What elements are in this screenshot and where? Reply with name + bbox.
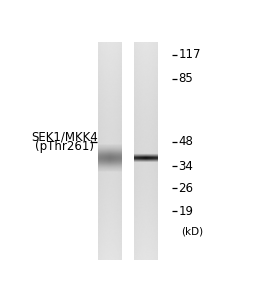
- Text: 48: 48: [179, 135, 194, 148]
- Text: 26: 26: [179, 182, 194, 195]
- Text: 19: 19: [179, 205, 194, 218]
- Text: SEK1/MKK4: SEK1/MKK4: [31, 130, 98, 143]
- Text: 85: 85: [179, 72, 193, 85]
- Text: 117: 117: [179, 48, 201, 62]
- Text: (kD): (kD): [181, 227, 203, 237]
- Text: 34: 34: [179, 160, 194, 173]
- Text: (pThr261): (pThr261): [35, 140, 94, 153]
